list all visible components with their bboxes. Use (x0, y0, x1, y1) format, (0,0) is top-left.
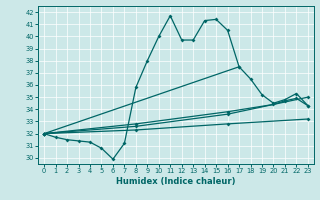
X-axis label: Humidex (Indice chaleur): Humidex (Indice chaleur) (116, 177, 236, 186)
